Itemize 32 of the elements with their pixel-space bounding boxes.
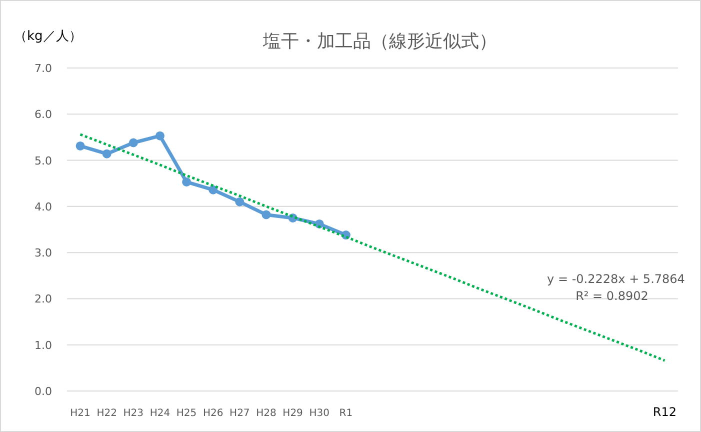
x-tick-label: H23 <box>123 408 144 419</box>
x-tick-label: H25 <box>176 408 197 419</box>
x-tick-label: H21 <box>70 408 90 419</box>
point <box>76 141 85 150</box>
y-tick-label: 4.0 <box>34 200 52 214</box>
y-tick-label: 7.0 <box>34 62 52 75</box>
y-tick-label: 1.0 <box>34 338 52 352</box>
chart-title: 塩干・加工品（線形近似式） <box>262 31 497 52</box>
x-tick-label: H30 <box>309 408 330 419</box>
y-tick-label: 0.0 <box>34 385 52 398</box>
point <box>128 138 138 148</box>
annotation: y = -0.2228x + 5.7864 <box>547 272 685 286</box>
x-tick-label: H27 <box>230 408 250 419</box>
point <box>102 149 112 158</box>
point <box>262 210 271 220</box>
point <box>208 185 218 194</box>
point <box>235 197 244 206</box>
y-tick-label: 5.0 <box>34 154 52 168</box>
x-tick-label: H26 <box>202 408 224 419</box>
y-tick-label: 2.0 <box>34 292 52 306</box>
point <box>182 177 192 186</box>
x-tick-label: H28 <box>256 408 276 419</box>
x-tick-label: H24 <box>150 408 170 419</box>
x-tick-label: R1 <box>339 408 353 419</box>
x-tick-label: H29 <box>282 408 303 419</box>
annotation: R² = 0.8902 <box>576 289 648 303</box>
x-tick-label: R12 <box>652 405 677 419</box>
point <box>155 131 164 140</box>
x-tick-label: H22 <box>96 408 117 419</box>
y-tick-label: 6.0 <box>34 108 52 122</box>
y-axis-title: （kg／人） <box>14 29 82 44</box>
y-tick-label: 3.0 <box>34 246 52 260</box>
